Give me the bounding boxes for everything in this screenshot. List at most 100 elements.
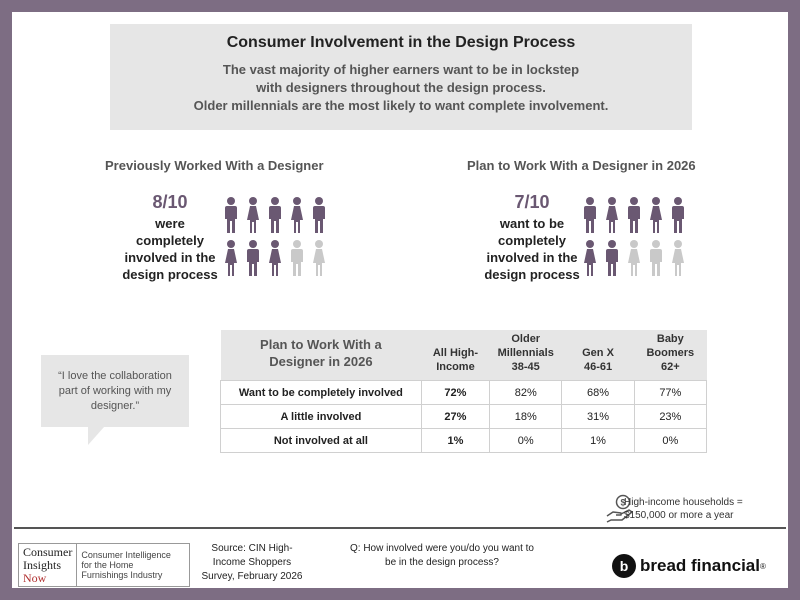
stat-label-line: want to be bbox=[499, 216, 565, 231]
row-label: A little involved bbox=[220, 404, 422, 429]
column-header-older-millennials: Older Millennials 38-45 bbox=[489, 330, 562, 381]
stat-label-line: completely bbox=[498, 233, 566, 248]
people-icon-grid-right bbox=[579, 196, 689, 277]
person-icon bbox=[286, 196, 308, 234]
table-cell: 23% bbox=[634, 404, 708, 429]
question-line: Q: How involved were you/do you want to bbox=[350, 543, 534, 554]
table-cell: 27% bbox=[421, 404, 491, 429]
stat-label-line: involved in the bbox=[124, 250, 216, 265]
source-line: Survey, February 2026 bbox=[201, 571, 303, 582]
person-icon bbox=[579, 239, 601, 277]
table-title-line: Designer in 2026 bbox=[269, 354, 373, 369]
column-header-baby-boomers: Baby Boomers 62+ bbox=[634, 330, 707, 381]
person-icon bbox=[220, 196, 242, 234]
bread-logo-icon: b bbox=[612, 554, 636, 578]
subtitle-line: The vast majority of higher earners want… bbox=[222, 62, 580, 77]
column-header-line: Older bbox=[511, 333, 541, 345]
table-cell: 18% bbox=[489, 404, 563, 429]
person-icon bbox=[242, 239, 264, 277]
logo-line: Consumer bbox=[23, 544, 73, 559]
quote-bubble: “I love the collaboration part of workin… bbox=[41, 355, 189, 427]
person-icon bbox=[242, 196, 264, 234]
left-fraction: 8/10 bbox=[152, 192, 188, 212]
table-row: A little involved 27% 18% 31% 23% bbox=[220, 404, 708, 429]
footer-divider bbox=[14, 527, 786, 529]
person-icon bbox=[286, 239, 308, 277]
table-cell: 77% bbox=[634, 380, 708, 405]
table-header-row: Plan to Work With a Designer in 2026 All… bbox=[220, 330, 707, 381]
table-cell: 0% bbox=[634, 428, 708, 453]
column-header-line: 46-61 bbox=[583, 361, 613, 373]
table-title-line: Plan to Work With a bbox=[260, 337, 382, 352]
source-line: Income Shoppers bbox=[212, 557, 292, 568]
person-icon bbox=[645, 196, 667, 234]
stat-label-line: design process bbox=[122, 267, 218, 282]
person-icon bbox=[623, 239, 645, 277]
source-note: Source: CIN High- Income Shoppers Survey… bbox=[192, 542, 312, 584]
svg-text:$: $ bbox=[620, 498, 625, 508]
person-icon bbox=[601, 239, 623, 277]
brand-name: bread financial bbox=[640, 556, 760, 575]
table-row: Not involved at all 1% 0% 1% 0% bbox=[220, 428, 708, 453]
person-icon bbox=[623, 196, 645, 234]
slide: Consumer Involvement in the Design Proce… bbox=[12, 12, 788, 588]
table-cell: 0% bbox=[489, 428, 563, 453]
row-label: Not involved at all bbox=[220, 428, 422, 453]
table-cell: 1% bbox=[421, 428, 491, 453]
logo-tagline-line: Consumer Intelligence bbox=[81, 550, 171, 560]
page-subtitle: The vast majority of higher earners want… bbox=[110, 61, 692, 115]
column-header-gen-x: Gen X 46-61 bbox=[561, 330, 635, 381]
stat-label-line: design process bbox=[484, 267, 580, 282]
table-cell: 82% bbox=[489, 380, 563, 405]
left-stat-label: were completely involved in the design p… bbox=[105, 215, 235, 283]
person-icon bbox=[601, 196, 623, 234]
column-header-line: Income bbox=[436, 361, 475, 373]
right-section-title: Plan to Work With a Designer in 2026 bbox=[467, 158, 696, 173]
involvement-table: Plan to Work With a Designer in 2026 All… bbox=[220, 330, 708, 453]
quote-bubble-tail bbox=[88, 427, 104, 445]
right-stat-label: want to be completely involved in the de… bbox=[467, 215, 597, 283]
row-label: Want to be completely involved bbox=[220, 380, 422, 405]
source-line: Source: CIN High- bbox=[211, 543, 293, 554]
left-section-title: Previously Worked With a Designer bbox=[105, 158, 324, 173]
people-icon-grid-left bbox=[220, 196, 330, 277]
column-header-line: Millennials bbox=[497, 347, 554, 359]
person-icon bbox=[264, 196, 286, 234]
survey-question: Q: How involved were you/do you want to … bbox=[342, 542, 542, 570]
stat-label-line: were bbox=[155, 216, 185, 231]
stat-label-line: involved in the bbox=[486, 250, 578, 265]
quote-line: “I love the collaboration bbox=[58, 370, 172, 382]
person-icon bbox=[308, 196, 330, 234]
note-line: High-income households = bbox=[624, 497, 743, 508]
bread-financial-logo: b bread financial ® bbox=[612, 554, 766, 578]
logo-tagline-line: Furnishings Industry bbox=[81, 570, 163, 580]
table-cell: 72% bbox=[421, 380, 491, 405]
subtitle-line: with designers throughout the design pro… bbox=[256, 80, 546, 95]
column-header-line: Baby bbox=[656, 333, 684, 345]
column-header-line: Gen X bbox=[582, 347, 614, 359]
question-line: be in the design process? bbox=[385, 557, 499, 568]
quote-line: part of working with my bbox=[58, 385, 172, 397]
table-cell: 1% bbox=[561, 428, 635, 453]
quote-line: designer.” bbox=[90, 400, 140, 412]
person-icon bbox=[667, 196, 689, 234]
consumer-insights-now-logo: Consumer Insights Now Consumer Intellige… bbox=[18, 543, 190, 587]
column-header-line: Boomers bbox=[646, 347, 695, 359]
income-note: High-income households = $150,000 or mor… bbox=[624, 496, 784, 522]
stat-label-line: completely bbox=[136, 233, 204, 248]
table-cell: 31% bbox=[561, 404, 635, 429]
person-icon bbox=[264, 239, 286, 277]
column-header-all-high-income: All High- Income bbox=[421, 330, 490, 381]
person-icon bbox=[308, 239, 330, 277]
brand-trademark: ® bbox=[759, 561, 766, 571]
person-icon bbox=[667, 239, 689, 277]
logo-tagline: Consumer Intelligence for the Home Furni… bbox=[77, 550, 175, 580]
page-title: Consumer Involvement in the Design Proce… bbox=[226, 34, 576, 51]
logo-wordmark: Consumer Insights Now bbox=[19, 544, 78, 586]
column-header-line: All High- bbox=[432, 347, 479, 359]
person-icon bbox=[220, 239, 242, 277]
table-title: Plan to Work With a Designer in 2026 bbox=[220, 330, 422, 381]
column-header-line: 38-45 bbox=[511, 361, 540, 373]
right-fraction: 7/10 bbox=[514, 192, 550, 212]
column-header-line: 62+ bbox=[661, 361, 680, 373]
